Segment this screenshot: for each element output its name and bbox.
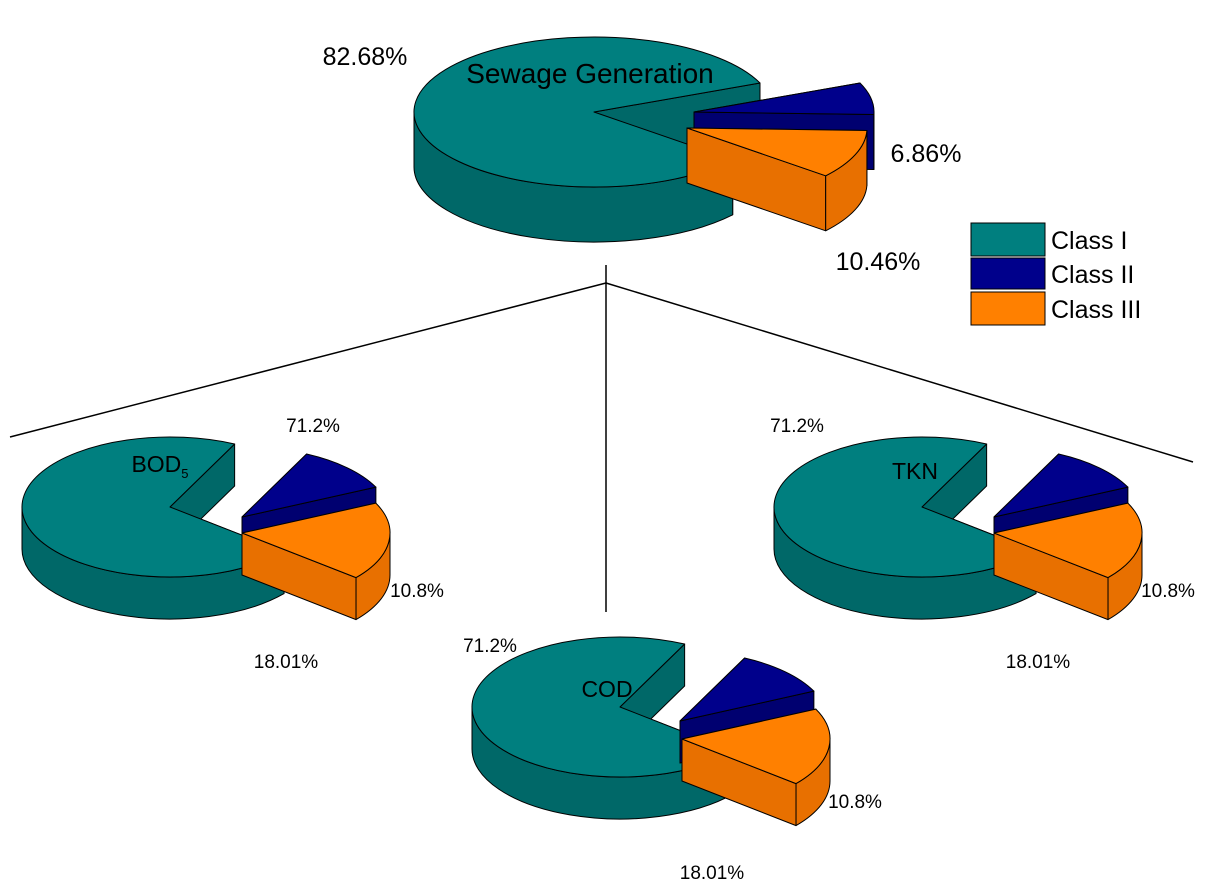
data-label-sewage-class-3: 10.46% <box>836 248 921 276</box>
pies-layer <box>21 36 1143 827</box>
pie-title-subscript: 5 <box>181 466 188 481</box>
connector-right <box>605 282 1194 463</box>
legend-swatch-class-1 <box>970 222 1046 257</box>
pie-tkn <box>773 436 1143 621</box>
pie-title-cod: COD <box>581 676 632 702</box>
pie-cod-slice-1 <box>471 636 735 820</box>
data-label-cod-class-3: 18.01% <box>680 863 745 884</box>
legend-label-class-3: Class III <box>1051 296 1141 324</box>
data-label-cod-class-1: 71.2% <box>463 636 517 657</box>
data-label-tkn-class-2: 10.8% <box>1141 581 1195 602</box>
data-label-bod-class-2: 10.8% <box>390 581 444 602</box>
data-label-sewage-class-2: 6.86% <box>891 140 962 168</box>
legend-swatch-class-3 <box>970 291 1046 326</box>
data-label-cod-class-2: 10.8% <box>828 792 882 813</box>
legend-label-class-1: Class I <box>1051 227 1127 255</box>
data-label-bod-class-3: 18.01% <box>254 652 319 673</box>
data-label-bod-class-1: 71.2% <box>286 416 340 437</box>
pie-title-sewage: Sewage Generation <box>466 58 714 89</box>
pie-sewage-slice-1 <box>413 36 761 243</box>
labels-layer: Sewage Generation 82.68% 6.86% 10.46% BOD5 71… <box>131 43 1195 884</box>
pie-cod <box>471 636 831 827</box>
data-label-tkn-class-1: 71.2% <box>770 416 824 437</box>
connector-left <box>9 282 607 438</box>
data-label-sewage-class-1: 82.68% <box>323 43 408 71</box>
legend: Class I Class II Class III <box>970 222 1141 326</box>
pie-sewage <box>413 36 875 243</box>
pie-title-bod: BOD5 <box>131 451 188 481</box>
pie-sewage-slice-3 <box>686 127 868 232</box>
pie-tkn-slice-1 <box>773 436 1037 620</box>
pie-tkn-slice-3 <box>993 502 1143 621</box>
data-label-tkn-class-3: 18.01% <box>1006 652 1071 673</box>
pie-cod-slice-3 <box>681 708 831 827</box>
tree-connectors <box>9 265 1194 612</box>
pie-title-tkn: TKN <box>892 458 938 484</box>
pie-bod <box>21 436 391 621</box>
pie-bod-slice-3 <box>241 502 391 621</box>
legend-label-class-2: Class II <box>1051 261 1134 289</box>
legend-swatch-class-2 <box>970 257 1046 290</box>
